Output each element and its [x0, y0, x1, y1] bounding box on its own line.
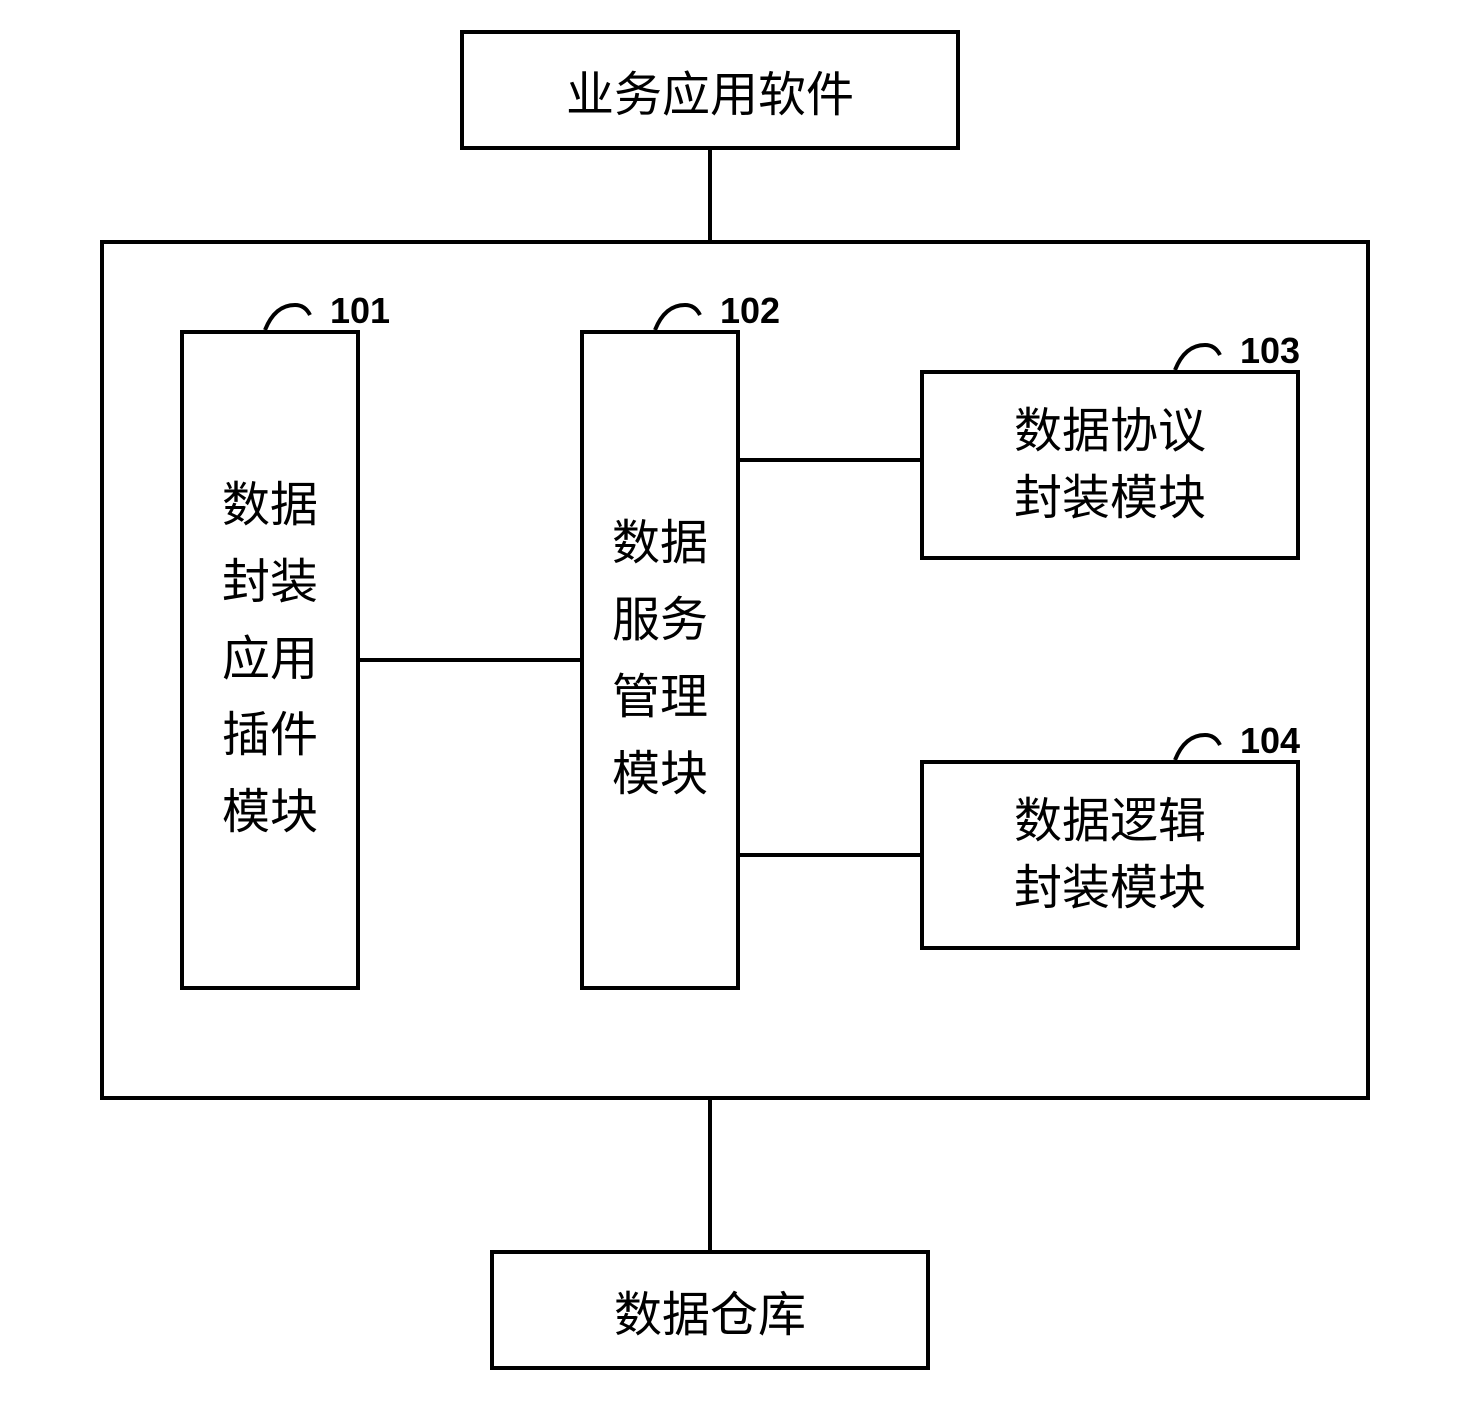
- ref-label-101: 101: [330, 290, 390, 332]
- ref-mark-104: [1170, 725, 1230, 765]
- node-103-label-line1: 数据协议: [1014, 398, 1206, 465]
- node-bottom-label: 数据仓库: [614, 1275, 806, 1345]
- edge-101-102: [360, 658, 580, 662]
- node-102: 数据服务管理模块: [580, 330, 740, 990]
- node-101-label: 数据封装应用插件模块: [220, 468, 320, 852]
- ref-label-103: 103: [1240, 330, 1300, 372]
- edge-container-bottom: [708, 1100, 712, 1250]
- edge-102-103: [740, 458, 920, 462]
- edge-102-104: [740, 853, 920, 857]
- node-top-label: 业务应用软件: [566, 55, 854, 125]
- ref-label-104: 104: [1240, 720, 1300, 762]
- ref-label-102: 102: [720, 290, 780, 332]
- edge-top-container: [708, 150, 712, 240]
- ref-mark-103: [1170, 335, 1230, 375]
- node-103-label-line2: 封装模块: [1014, 465, 1206, 532]
- node-102-label: 数据服务管理模块: [610, 506, 710, 813]
- node-103: 数据协议 封装模块: [920, 370, 1300, 560]
- node-bottom: 数据仓库: [490, 1250, 930, 1370]
- node-104-label-line1: 数据逻辑: [1014, 788, 1206, 855]
- node-104: 数据逻辑 封装模块: [920, 760, 1300, 950]
- node-104-label-line2: 封装模块: [1014, 855, 1206, 922]
- node-top: 业务应用软件: [460, 30, 960, 150]
- ref-mark-101: [260, 295, 320, 335]
- node-101: 数据封装应用插件模块: [180, 330, 360, 990]
- ref-mark-102: [650, 295, 710, 335]
